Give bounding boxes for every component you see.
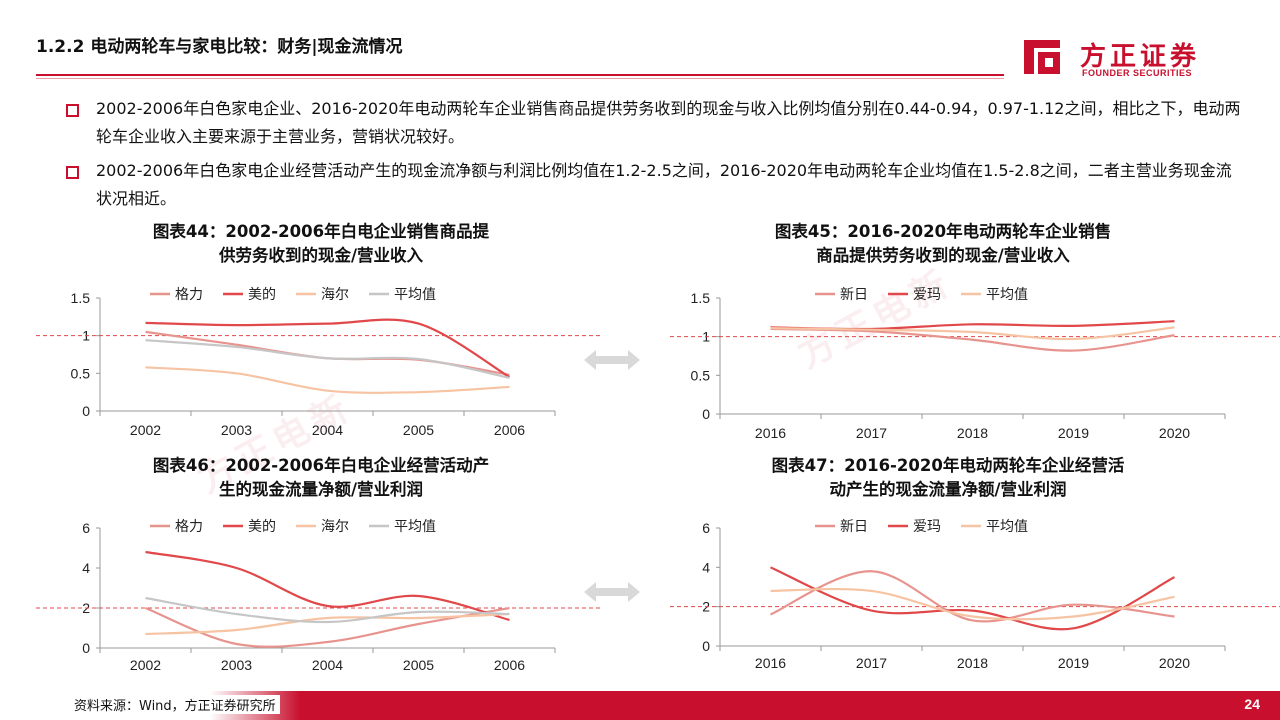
page-title: 1.2.2 电动两轮车与家电比较：财务|现金流情况 [36, 37, 403, 57]
series-line [145, 596, 510, 624]
x-tick-label: 2019 [1058, 655, 1089, 671]
series-line [770, 587, 1175, 621]
x-tick-label: 2002 [130, 422, 161, 438]
x-tick-label: 2005 [403, 422, 434, 438]
legend-label: 新日 [840, 518, 868, 534]
chart-title-line: 图表44：2002-2006年白电企业销售商品提 [152, 222, 490, 241]
series-line [145, 550, 510, 622]
x-tick-label: 2016 [755, 425, 786, 441]
x-tick-label: 2002 [130, 657, 161, 673]
chart-title-line: 商品提供劳务收到的现金/营业收入 [816, 246, 1070, 265]
source-note: 资料来源：Wind，方正证券研究所 [74, 695, 280, 714]
y-tick-label: 1.5 [691, 290, 711, 306]
series-line [770, 326, 1175, 341]
chart-title-line: 图表46：2002-2006年白电企业经营活动产 [152, 456, 490, 475]
x-tick-label: 2017 [856, 655, 887, 671]
series-line [145, 339, 510, 379]
logo-text-en: FOUNDER SECURITIES [1082, 68, 1193, 78]
x-tick-label: 2004 [312, 422, 343, 438]
square-bullet-icon [66, 104, 79, 117]
double-arrow-icon [584, 350, 640, 370]
legend-label: 平均值 [986, 518, 1028, 534]
page-number: 24 [1244, 696, 1260, 712]
y-tick-label: 6 [702, 520, 710, 536]
x-tick-label: 2016 [755, 655, 786, 671]
x-tick-label: 2003 [221, 657, 252, 673]
bullet-item: 2002-2006年白色家电企业、2016-2020年电动两轮车企业销售商品提供… [66, 95, 1246, 151]
series-line [145, 330, 510, 376]
title-divider-thin [36, 78, 1004, 79]
bullet-item: 2002-2006年白色家电企业经营活动产生的现金流净额与利润比例均值在1.2-… [66, 157, 1246, 213]
chart-title-line: 生的现金流量净额/营业利润 [218, 480, 424, 499]
title-divider [36, 74, 1004, 76]
series-line [770, 320, 1175, 331]
chart-title-45: 图表45：2016-2020年电动两轮车企业销售 商品提供劳务收到的现金/营业收… [718, 220, 1168, 268]
legend-label: 格力 [175, 518, 203, 534]
series-line [145, 366, 510, 394]
series-line [770, 566, 1175, 631]
legend-label: 新日 [840, 286, 868, 302]
square-bullet-icon [66, 166, 79, 179]
y-tick-label: 6 [82, 520, 90, 536]
y-tick-label: 0.5 [691, 367, 711, 383]
chart-title-line: 动产生的现金流量净额/营业利润 [829, 480, 1067, 499]
double-arrow-icon [584, 582, 640, 602]
chart-title-line: 图表47：2016-2020年电动两轮车企业经营活 [771, 456, 1125, 475]
x-tick-label: 2020 [1159, 425, 1190, 441]
y-tick-label: 0 [82, 640, 90, 656]
legend-label: 海尔 [321, 286, 349, 302]
logo-text-cn: 方正证券 [1080, 42, 1201, 72]
legend-label: 美的 [248, 518, 276, 534]
legend-label: 爱玛 [913, 286, 941, 302]
series-line [145, 318, 511, 379]
chart-title-47: 图表47：2016-2020年电动两轮车企业经营活 动产生的现金流量净额/营业利… [718, 454, 1178, 502]
legend-label: 格力 [175, 286, 203, 302]
bullet-text: 2002-2006年白色家电企业经营活动产生的现金流净额与利润比例均值在1.2-… [96, 161, 1232, 208]
y-tick-label: 4 [82, 560, 90, 576]
y-tick-label: 1.5 [71, 290, 91, 306]
x-tick-label: 2006 [494, 422, 525, 438]
y-tick-label: 4 [702, 559, 710, 575]
series-line [770, 570, 1175, 623]
legend-label: 海尔 [321, 518, 349, 534]
y-tick-label: 0 [702, 638, 710, 654]
series-line [145, 612, 510, 636]
x-tick-label: 2017 [856, 425, 887, 441]
legend-label: 平均值 [986, 286, 1028, 302]
chart-title-46: 图表46：2002-2006年白电企业经营活动产 生的现金流量净额/营业利润 [96, 454, 546, 502]
founder-logo-icon [1024, 40, 1060, 74]
x-tick-label: 2004 [312, 657, 343, 673]
series-line [145, 606, 510, 648]
chart-title-line: 图表45：2016-2020年电动两轮车企业销售 [774, 222, 1112, 241]
x-tick-label: 2020 [1159, 655, 1190, 671]
x-tick-label: 2003 [221, 422, 252, 438]
y-tick-label: 0 [82, 403, 90, 419]
legend-label: 平均值 [394, 286, 436, 302]
x-tick-label: 2018 [957, 655, 988, 671]
x-tick-label: 2019 [1058, 425, 1089, 441]
company-logo: 方正证券 FOUNDER SECURITIES [1022, 36, 1244, 82]
chart-title-line: 供劳务收到的现金/营业收入 [218, 246, 424, 265]
legend-label: 平均值 [394, 518, 436, 534]
x-tick-label: 2005 [403, 657, 434, 673]
legend-label: 美的 [248, 286, 276, 302]
x-tick-label: 2018 [957, 425, 988, 441]
bullet-list: 2002-2006年白色家电企业、2016-2020年电动两轮车企业销售商品提供… [66, 95, 1246, 219]
y-tick-label: 0.5 [71, 365, 91, 381]
chart-title-44: 图表44：2002-2006年白电企业销售商品提 供劳务收到的现金/营业收入 [96, 220, 546, 268]
bullet-text: 2002-2006年白色家电企业、2016-2020年电动两轮车企业销售商品提供… [96, 99, 1241, 146]
footer-bar: 资料来源：Wind，方正证券研究所 24 [0, 691, 1280, 720]
x-tick-label: 2006 [494, 657, 525, 673]
legend-label: 爱玛 [913, 518, 941, 534]
y-tick-label: 0 [702, 406, 710, 422]
